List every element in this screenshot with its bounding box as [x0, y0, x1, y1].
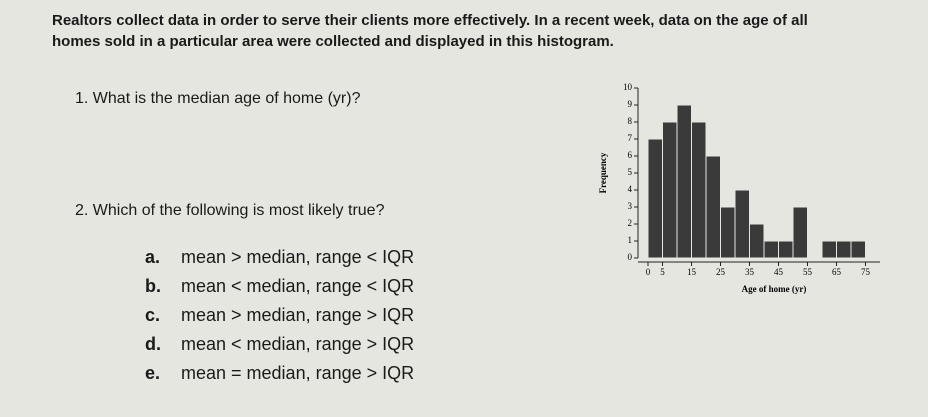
option-text: mean < median, range < IQR [181, 276, 415, 296]
y-tick-label: 4 [628, 184, 633, 194]
x-tick-label: 35 [745, 267, 755, 277]
y-tick-label: 1 [628, 235, 633, 245]
y-tick-label: 8 [628, 116, 633, 126]
option-text: mean > median, range < IQR [181, 247, 415, 267]
x-tick-label: 0 [646, 267, 651, 277]
y-tick-label: 0 [628, 252, 633, 262]
bar [749, 223, 765, 259]
bar [691, 121, 707, 259]
question-text: What is the median age of home (yr)? [92, 90, 361, 107]
option: e. mean = median, range > IQR [145, 363, 414, 384]
y-axis-label: Frequency [598, 152, 608, 193]
y-tick-label: 5 [628, 167, 633, 177]
x-tick-label: 25 [716, 267, 726, 277]
question-text: Which of the following is most likely tr… [92, 202, 385, 219]
bar [676, 104, 692, 259]
option: d. mean < median, range > IQR [145, 334, 414, 355]
bar [821, 240, 837, 259]
option-letter: d. [145, 334, 161, 354]
bar [836, 240, 852, 259]
option-text: mean < median, range > IQR [181, 334, 415, 354]
option-text: mean = median, range > IQR [181, 363, 415, 383]
bar [705, 155, 721, 259]
y-tick-label: 6 [628, 150, 633, 160]
x-tick-label: 15 [687, 267, 697, 277]
option: a. mean > median, range < IQR [145, 247, 414, 268]
question: 1. What is the median age of home (yr)? [75, 90, 360, 108]
x-tick-label: 55 [803, 267, 813, 277]
option-letter: c. [145, 305, 161, 325]
question-number: 2. [75, 202, 89, 219]
bar [778, 240, 794, 259]
option-letter: b. [145, 276, 161, 296]
option: c. mean > median, range > IQR [145, 305, 414, 326]
question-number: 1. [75, 90, 89, 107]
bar [850, 240, 866, 259]
bar [734, 189, 750, 259]
y-tick-label: 7 [628, 133, 633, 143]
y-tick-label: 10 [623, 82, 633, 92]
y-tick-label: 3 [628, 201, 633, 211]
bar [647, 138, 663, 259]
option: b. mean < median, range < IQR [145, 276, 414, 297]
x-tick-label: 45 [774, 267, 784, 277]
bar [763, 240, 779, 259]
y-tick-label: 2 [628, 218, 633, 228]
x-tick-label: 75 [861, 267, 871, 277]
intro: Realtors collect data in order to serve … [52, 12, 808, 50]
x-axis-label: Age of home (yr) [742, 284, 807, 294]
x-tick-label: 65 [832, 267, 842, 277]
x-tick-label: 5 [660, 267, 665, 277]
option-text: mean > median, range > IQR [181, 305, 415, 325]
question: 2. Which of the following is most likely… [75, 202, 384, 220]
option-letter: e. [145, 363, 161, 383]
option-letter: a. [145, 247, 161, 267]
bar [662, 121, 678, 259]
bar [792, 206, 808, 259]
y-tick-label: 9 [628, 99, 633, 109]
bar [720, 206, 736, 259]
